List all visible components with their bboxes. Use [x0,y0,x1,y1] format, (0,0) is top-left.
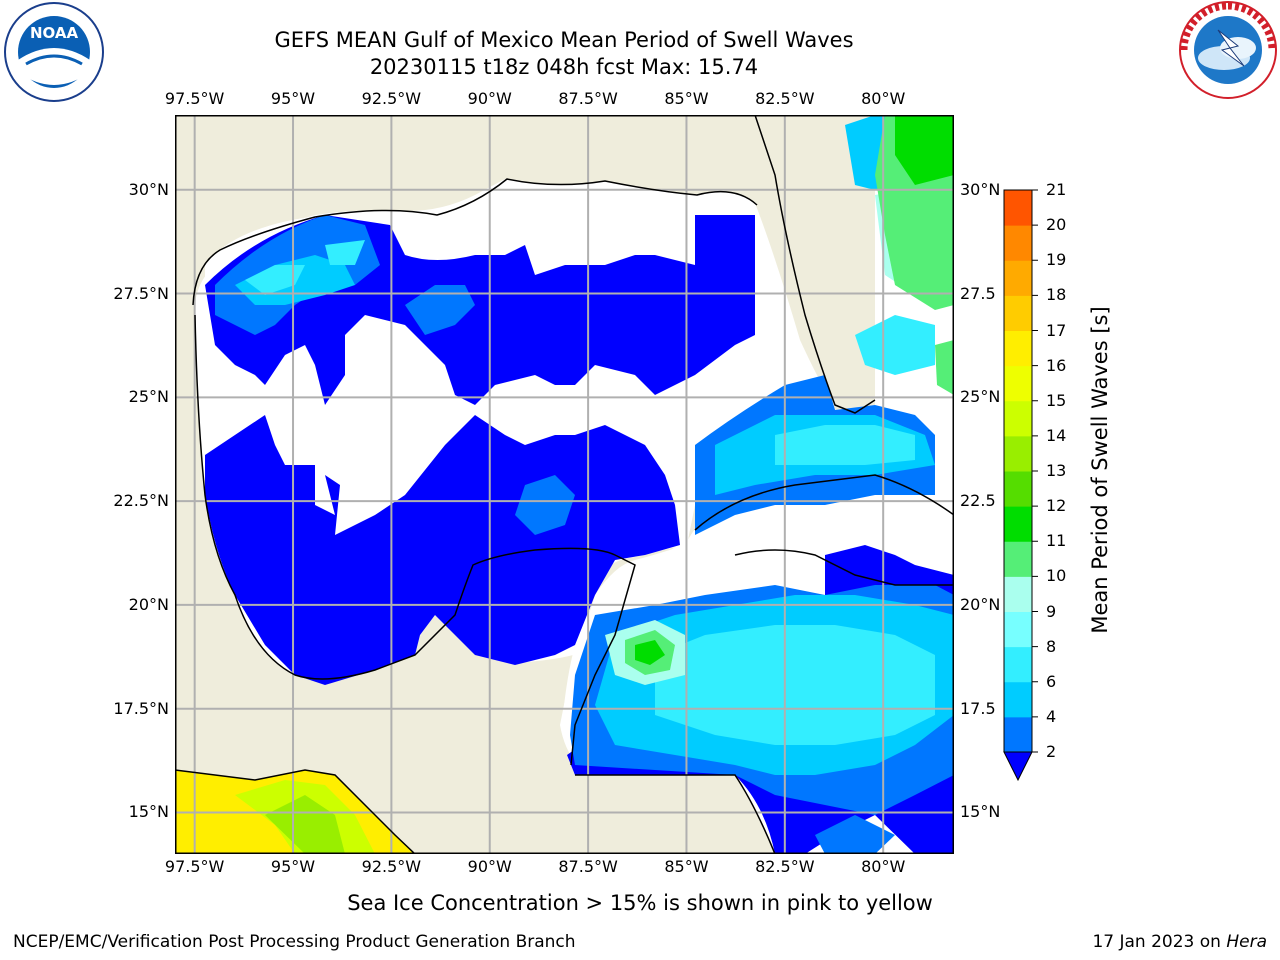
colorbar-under-triangle [1003,751,1033,782]
map-plot [175,115,954,854]
colorbar-tick-label: 4 [1046,706,1057,726]
colorbar [1003,189,1038,782]
colorbar-band [1004,681,1032,718]
lat-label-right: 25°N [960,387,1001,407]
lat-label-right: 17.5 [960,698,996,718]
lon-label-top: 97.5°W [164,89,225,108]
coastlines [175,115,954,854]
colorbar-label: Mean Period of Swell Waves [s] [1088,306,1112,634]
sea-ice-note: Sea Ice Concentration > 15% is shown in … [347,891,933,915]
colorbar-tick-label: 9 [1046,601,1057,621]
colorbar-tick-label: 10 [1046,566,1067,586]
colorbar-band [1004,260,1032,296]
lon-label-bottom: 90°W [467,857,512,876]
lon-label-top: 85°W [664,89,709,108]
lat-label-left: 27.5°N [113,283,169,303]
footer-right: 17 Jan 2023 on Hera [1092,932,1267,952]
colorbar-band [1004,435,1032,472]
lon-label-bottom: 92.5°W [361,857,422,876]
lon-label-bottom: 82.5°W [755,857,815,876]
lat-label-right: 20°N [960,594,1001,614]
colorbar-tick-label: 21 [1046,180,1067,199]
colorbar-tick-label: 6 [1046,671,1057,691]
lon-label-top: 87.5°W [558,89,618,108]
colorbar-band [1004,541,1032,577]
lat-label-left: 15°N [128,802,169,822]
lon-label-top: 92.5°W [361,89,422,108]
lon-label-bottom: 87.5°W [558,857,618,876]
colorbar-band [1004,400,1032,437]
colorbar-tick-label: 17 [1046,320,1067,340]
lon-label-bottom: 80°W [861,857,906,876]
map-gridlines [175,115,954,854]
colorbar-tick-label: 14 [1046,425,1067,445]
noaa-logo-text: NOAA [30,24,79,42]
colorbar-tick-label: 2 [1046,742,1057,761]
colorbar-tick-label: 11 [1046,531,1067,551]
lat-label-left: 22.5°N [113,491,169,511]
lon-label-bottom: 85°W [664,857,709,876]
colorbar-band [1004,716,1032,753]
lat-label-right: 22.5 [960,491,996,511]
lat-label-right: 27.5 [960,283,996,303]
colorbar-tick-label: 18 [1046,285,1067,305]
lat-label-left: 17.5°N [113,698,169,718]
colorbar-band [1004,295,1032,331]
colorbar-tick-label: 19 [1046,250,1067,270]
lon-label-top: 82.5°W [755,89,815,108]
nws-logo-icon [1179,1,1277,99]
lat-label-right: 30°N [960,179,1001,199]
map-subtitle: 20230115 t18z 048h fcst Max: 15.74 [369,55,759,79]
lon-label-bottom: 95°W [270,857,316,876]
lon-label-top: 95°W [270,89,316,108]
colorbar-band [1004,471,1032,507]
swell-10-11s [635,115,954,665]
lon-label-bottom: 97.5°W [164,857,225,876]
colorbar-tick-label: 16 [1046,355,1067,375]
colorbar-band [1004,225,1032,261]
colorbar-tick-label: 13 [1046,461,1067,480]
colorbar-tick-label: 8 [1046,636,1057,656]
lon-label-top: 90°W [467,89,512,108]
footer-left: NCEP/EMC/Verification Post Processing Pr… [13,932,576,952]
footer-date: 17 Jan 2023 on [1092,932,1227,952]
colorbar-tick-label: 12 [1046,496,1067,516]
lat-label-left: 25°N [128,387,169,407]
colorbar-band [1004,365,1032,402]
lon-label-top: 80°W [861,89,906,108]
noaa-logo-icon: NOAA [4,2,104,102]
colorbar-band [1004,611,1032,648]
footer-host: Hera [1226,932,1267,952]
map-title: GEFS MEAN Gulf of Mexico Mean Period of … [274,28,854,52]
swell-6-8s [245,240,935,745]
colorbar-tick-label: 20 [1046,215,1067,235]
lat-label-right: 15°N [960,802,1001,822]
colorbar-band [1004,576,1032,612]
colorbar-band [1004,190,1032,226]
lat-label-left: 30°N [128,179,169,199]
colorbar-tick-label: 15 [1046,390,1067,410]
lat-label-left: 20°N [128,594,169,614]
colorbar-band [1004,646,1032,683]
colorbar-band [1004,506,1032,542]
colorbar-band [1004,330,1032,367]
